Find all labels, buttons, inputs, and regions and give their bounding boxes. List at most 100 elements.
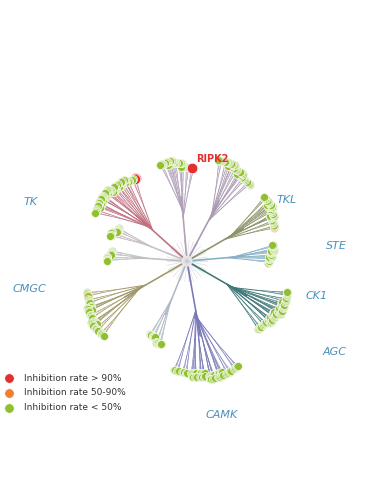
Point <box>267 212 273 220</box>
Point <box>262 320 268 328</box>
Point <box>86 306 92 314</box>
Point <box>104 257 110 265</box>
Point <box>231 160 237 168</box>
Point <box>88 310 94 318</box>
Point <box>88 312 94 320</box>
Point <box>95 201 101 209</box>
Point <box>255 325 261 333</box>
Point <box>271 212 277 220</box>
Point <box>106 188 112 196</box>
Point <box>238 168 244 176</box>
Point <box>183 163 189 171</box>
Point <box>244 178 250 186</box>
Point <box>190 370 196 378</box>
Point <box>169 156 175 164</box>
Point <box>270 241 276 249</box>
Point <box>263 196 269 203</box>
Point <box>177 158 183 166</box>
Point <box>236 171 242 179</box>
Point <box>217 156 223 164</box>
Point <box>208 375 214 383</box>
Point <box>226 368 232 376</box>
Point <box>224 369 230 377</box>
Point <box>89 306 95 314</box>
Point <box>218 157 224 165</box>
Point <box>148 331 154 339</box>
Point <box>164 158 170 166</box>
Point <box>157 161 163 169</box>
Point <box>116 224 122 232</box>
Point <box>108 249 114 257</box>
Point <box>231 364 237 372</box>
Point <box>216 369 222 377</box>
Point <box>118 182 124 190</box>
Point <box>207 376 213 384</box>
Point <box>115 226 121 234</box>
Point <box>218 372 224 380</box>
Point <box>114 227 120 235</box>
Point <box>269 202 275 210</box>
Point <box>108 232 114 239</box>
Point <box>88 318 94 326</box>
Point <box>239 174 245 182</box>
Point <box>271 222 277 230</box>
Point <box>108 250 114 258</box>
Point <box>199 373 205 381</box>
Point <box>132 174 138 182</box>
Point <box>86 308 92 316</box>
Point <box>239 174 245 182</box>
Point <box>229 160 234 168</box>
Point <box>269 316 275 324</box>
Point <box>86 296 92 304</box>
Point <box>108 186 114 194</box>
Point <box>191 164 197 172</box>
Point <box>158 340 164 348</box>
Point <box>266 254 272 262</box>
Point <box>269 311 275 319</box>
Text: RIPK2: RIPK2 <box>196 154 229 164</box>
Point <box>94 320 99 328</box>
Point <box>104 256 110 264</box>
Point <box>100 192 106 200</box>
Point <box>85 292 91 300</box>
Point <box>6 404 12 412</box>
Point <box>92 209 98 217</box>
Point <box>85 291 91 299</box>
Point <box>125 178 131 186</box>
Point <box>104 256 110 264</box>
Point <box>270 220 276 228</box>
Point <box>157 160 163 168</box>
Point <box>117 182 123 190</box>
Point <box>115 180 121 188</box>
Point <box>234 362 240 370</box>
Point <box>114 181 120 189</box>
Point <box>95 202 101 210</box>
Point <box>111 183 117 191</box>
Point <box>180 163 186 171</box>
Point <box>93 206 99 214</box>
Point <box>154 339 160 347</box>
Point <box>270 218 276 226</box>
Point <box>265 202 271 210</box>
Point <box>151 332 157 340</box>
Point <box>166 160 172 168</box>
Point <box>181 368 187 376</box>
Point <box>280 304 286 312</box>
Point <box>105 189 111 197</box>
Point <box>266 258 272 266</box>
Point <box>84 288 90 296</box>
Point <box>189 164 195 172</box>
Point <box>116 225 122 233</box>
Point <box>162 159 168 167</box>
Point <box>6 374 12 382</box>
Point <box>171 160 177 168</box>
Point <box>232 165 238 173</box>
Point <box>92 210 98 218</box>
Point <box>102 189 108 197</box>
Point <box>245 178 251 186</box>
Point <box>200 369 206 377</box>
Text: TK: TK <box>24 196 38 206</box>
Point <box>264 201 270 209</box>
Point <box>270 245 276 253</box>
Point <box>104 254 110 262</box>
